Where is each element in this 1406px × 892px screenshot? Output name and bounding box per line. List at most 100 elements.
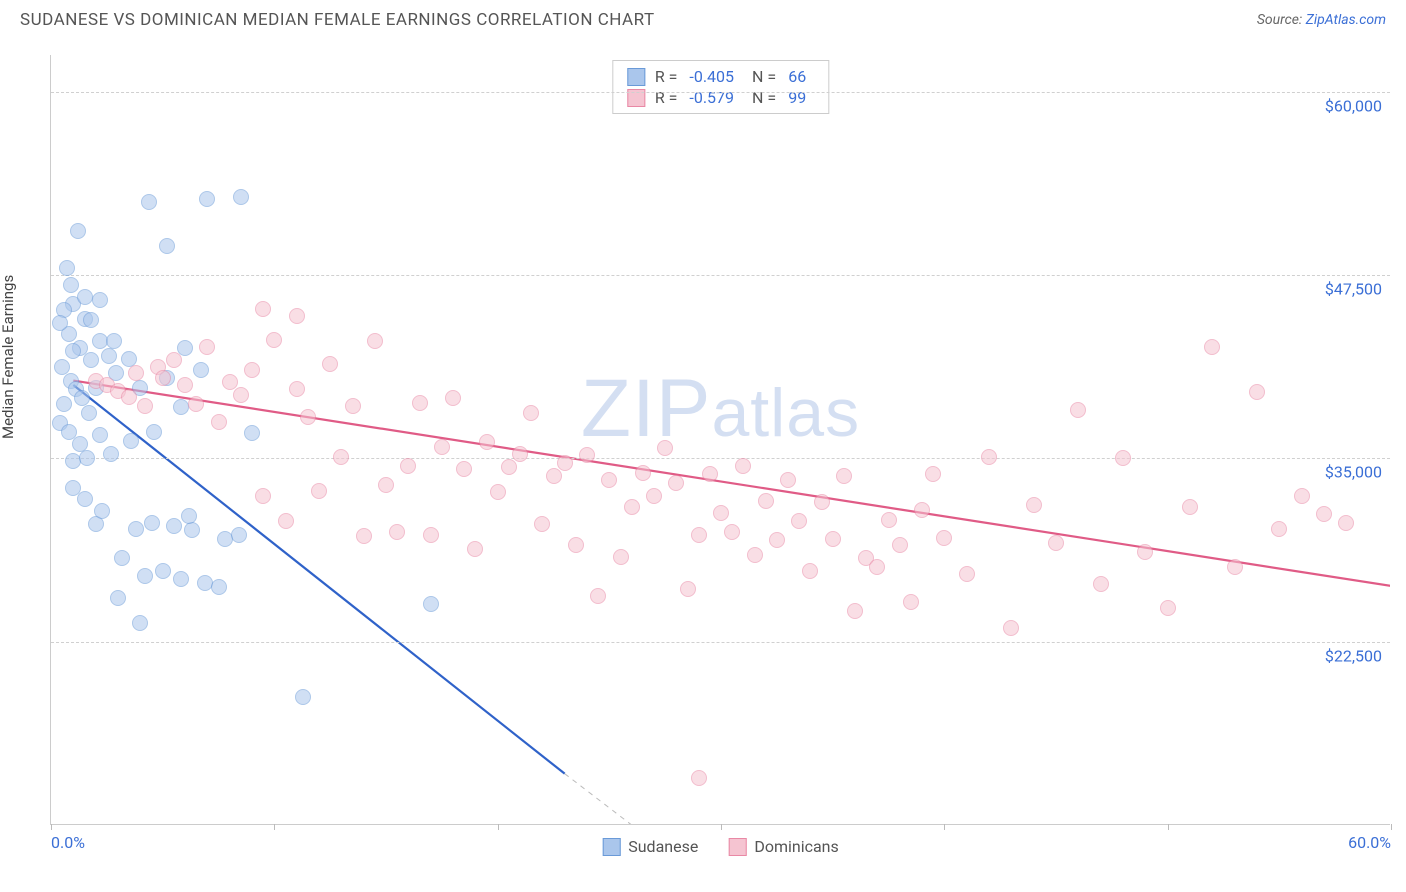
correlation-legend: R = -0.405 N = 66 R = -0.579 N = 99 <box>612 60 829 114</box>
gridline <box>51 275 1390 276</box>
scatter-point-dominicans <box>356 528 372 544</box>
scatter-point-sudanese <box>92 427 108 443</box>
scatter-point-sudanese <box>159 370 175 386</box>
scatter-point-dominicans <box>155 370 171 386</box>
scatter-point-dominicans <box>378 477 394 493</box>
scatter-point-sudanese <box>77 491 93 507</box>
legend-row-sudanese: R = -0.405 N = 66 <box>627 67 814 86</box>
source-attribution: Source: ZipAtlas.com <box>1257 12 1386 28</box>
regression-line <box>73 385 564 774</box>
scatter-point-dominicans <box>635 465 651 481</box>
source-prefix: Source: <box>1257 12 1306 28</box>
scatter-point-dominicans <box>903 594 919 610</box>
scatter-point-sudanese <box>121 351 137 367</box>
scatter-point-sudanese <box>132 615 148 631</box>
scatter-point-sudanese <box>217 531 233 547</box>
scatter-point-dominicans <box>150 359 166 375</box>
scatter-chart: ZIPatlas R = -0.405 N = 66 R = -0.579 N … <box>50 55 1390 825</box>
scatter-point-sudanese <box>88 516 104 532</box>
scatter-point-dominicans <box>333 449 349 465</box>
legend-item-dominicans: Dominicans <box>728 837 838 856</box>
scatter-point-dominicans <box>601 472 617 488</box>
scatter-point-dominicans <box>579 447 595 463</box>
scatter-point-dominicans <box>490 484 506 500</box>
y-tick-label: $60,000 <box>1325 96 1382 115</box>
scatter-point-dominicans <box>981 449 997 465</box>
scatter-point-sudanese <box>101 348 117 364</box>
scatter-point-dominicans <box>1160 600 1176 616</box>
scatter-point-dominicans <box>255 488 271 504</box>
scatter-point-dominicans <box>289 308 305 324</box>
scatter-point-dominicans <box>99 377 115 393</box>
scatter-point-dominicans <box>1204 339 1220 355</box>
scatter-point-dominicans <box>758 493 774 509</box>
scatter-point-dominicans <box>1182 499 1198 515</box>
scatter-point-dominicans <box>121 389 137 405</box>
scatter-point-dominicans <box>289 381 305 397</box>
scatter-point-dominicans <box>188 396 204 412</box>
scatter-point-dominicans <box>1271 521 1287 537</box>
scatter-point-dominicans <box>613 549 629 565</box>
scatter-point-dominicans <box>869 559 885 575</box>
scatter-point-sudanese <box>144 515 160 531</box>
swatch-dominicans <box>728 838 746 856</box>
scatter-point-dominicans <box>311 483 327 499</box>
x-tick <box>274 824 275 830</box>
scatter-point-sudanese <box>155 563 171 579</box>
scatter-point-sudanese <box>56 302 72 318</box>
x-tick <box>944 824 945 830</box>
x-tick-label: 0.0% <box>51 833 85 852</box>
x-tick <box>721 824 722 830</box>
scatter-point-sudanese <box>233 189 249 205</box>
scatter-point-sudanese <box>94 503 110 519</box>
scatter-point-sudanese <box>65 453 81 469</box>
scatter-point-sudanese <box>231 527 247 543</box>
regression-line <box>73 381 1390 586</box>
scatter-point-dominicans <box>802 563 818 579</box>
swatch-sudanese <box>602 838 620 856</box>
scatter-point-dominicans <box>255 301 271 317</box>
scatter-point-dominicans <box>747 547 763 563</box>
scatter-point-sudanese <box>68 381 84 397</box>
scatter-point-sudanese <box>295 689 311 705</box>
scatter-point-dominicans <box>936 530 952 546</box>
scatter-point-dominicans <box>1294 488 1310 504</box>
scatter-point-dominicans <box>702 466 718 482</box>
scatter-point-dominicans <box>1026 497 1042 513</box>
legend-label-sudanese: Sudanese <box>628 837 698 856</box>
scatter-point-dominicans <box>925 466 941 482</box>
scatter-point-sudanese <box>52 315 68 331</box>
scatter-point-dominicans <box>680 581 696 597</box>
scatter-point-sudanese <box>159 238 175 254</box>
x-tick <box>498 824 499 830</box>
gridline <box>51 92 1390 93</box>
scatter-point-dominicans <box>724 524 740 540</box>
regression-extension <box>565 774 632 824</box>
y-tick-label: $35,000 <box>1325 463 1382 482</box>
scatter-point-sudanese <box>141 194 157 210</box>
watermark: ZIPatlas <box>581 362 860 456</box>
source-link[interactable]: ZipAtlas.com <box>1306 12 1386 28</box>
scatter-point-dominicans <box>166 352 182 368</box>
scatter-point-sudanese <box>173 399 189 415</box>
scatter-point-sudanese <box>114 550 130 566</box>
series-legend: Sudanese Dominicans <box>602 837 839 856</box>
scatter-point-dominicans <box>657 440 673 456</box>
scatter-point-dominicans <box>345 398 361 414</box>
scatter-point-dominicans <box>177 377 193 393</box>
x-tick <box>1168 824 1169 830</box>
n-value-sudanese: 66 <box>788 67 806 86</box>
scatter-point-dominicans <box>211 414 227 430</box>
scatter-point-sudanese <box>65 296 81 312</box>
scatter-point-dominicans <box>389 524 405 540</box>
n-label: N = <box>752 67 776 86</box>
scatter-point-dominicans <box>847 603 863 619</box>
legend-label-dominicans: Dominicans <box>754 837 838 856</box>
scatter-point-dominicans <box>557 455 573 471</box>
scatter-point-sudanese <box>211 579 227 595</box>
scatter-point-sudanese <box>70 223 86 239</box>
scatter-point-sudanese <box>423 596 439 612</box>
scatter-point-dominicans <box>769 532 785 548</box>
scatter-point-sudanese <box>110 590 126 606</box>
scatter-point-sudanese <box>83 312 99 328</box>
